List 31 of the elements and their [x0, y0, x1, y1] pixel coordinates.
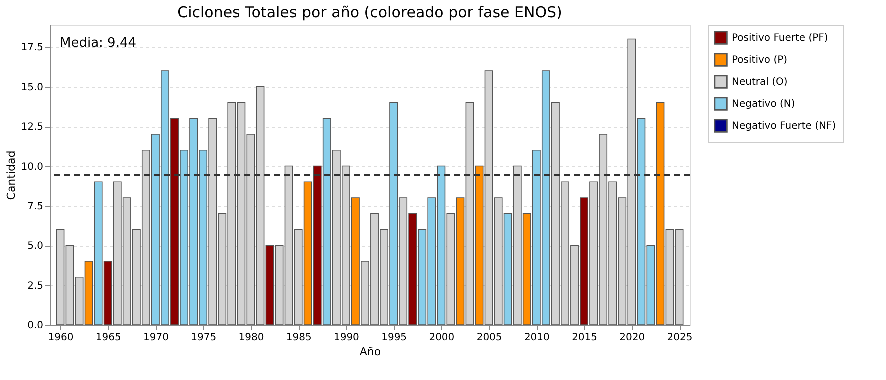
legend-label: Negativo (N): [732, 99, 796, 110]
y-tick-label: 17.5: [21, 42, 44, 54]
x-tick-label: 1975: [191, 332, 217, 344]
y-tick-label: 0.0: [28, 320, 44, 332]
y-tick-label: 10.0: [21, 162, 44, 173]
x-tick-label: 2000: [429, 332, 455, 344]
y-tick-label: 5.0: [28, 241, 44, 252]
y-tick-label: 7.5: [28, 201, 44, 212]
y-tick-label: 12.5: [21, 122, 44, 134]
y-axis-title: Cantidad: [5, 150, 18, 200]
x-tick-label: 1995: [382, 332, 408, 344]
x-tick-label: 1960: [48, 332, 74, 344]
x-tick-label: 1970: [143, 332, 169, 344]
chart-title: Ciclones Totales por año (coloreado por fase ENOS): [178, 4, 562, 22]
x-tick-label: 2020: [620, 332, 646, 344]
x-tick-label: 1980: [238, 332, 264, 344]
legend-label: Neutral (O): [732, 77, 788, 88]
x-tick-label: 2015: [572, 332, 598, 344]
legend-label: Positivo (P): [732, 55, 788, 66]
legend-label: Positivo Fuerte (PF): [732, 33, 828, 44]
annotation: Media: 9.44: [60, 36, 137, 51]
x-axis-title: Año: [360, 346, 382, 358]
x-tick-label: 1990: [334, 332, 360, 344]
x-tick-label: 2010: [524, 332, 550, 344]
y-tick-label: 2.5: [28, 280, 44, 292]
x-tick-label: 1985: [286, 332, 312, 344]
x-tick-label: 2005: [476, 332, 502, 344]
x-tick-label: 1965: [96, 332, 122, 344]
legend-label: Negativo Fuerte (NF): [732, 121, 836, 132]
x-tick-label: 2025: [667, 332, 693, 344]
y-tick-label: 15.0: [21, 82, 44, 94]
